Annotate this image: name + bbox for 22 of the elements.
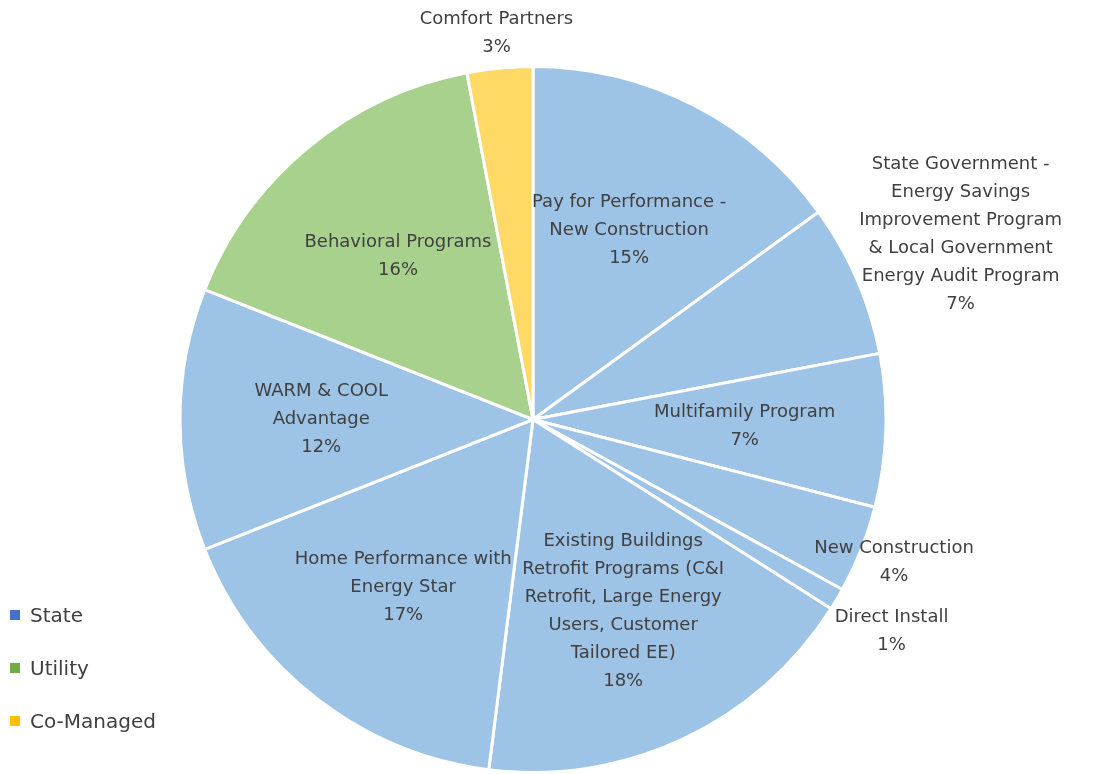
slice-label: WARM & COOL Advantage — [254, 379, 388, 429]
text: Co-Managed — [30, 708, 156, 733]
slice-label: Direct Install — [834, 605, 949, 627]
slice-label: Home Performance with Energy Star — [294, 546, 512, 596]
slice-label: Multifamily Program — [654, 399, 836, 421]
data-label: 3% — [482, 34, 511, 56]
data-label: 18% — [603, 668, 644, 690]
text: Utility — [30, 655, 89, 680]
slice-label: Existing Buildings Retrofit Programs (C&I Retrofit, Large Energy Users, Customer Tailored EE) — [522, 528, 725, 662]
data-label: 7% — [946, 292, 975, 314]
data-label: 1% — [877, 633, 906, 655]
slice-label: State Government - Energy Savings Improvement Program & Local Government Energy Audit Program — [859, 152, 1063, 286]
text: State — [30, 602, 83, 627]
slice-label: New Construction — [814, 536, 974, 558]
data-label: 15% — [609, 246, 650, 268]
slice-label: Comfort Partners — [419, 6, 574, 28]
data-label: 7% — [730, 427, 759, 449]
data-label: 12% — [301, 435, 342, 457]
data-label: 4% — [879, 564, 909, 586]
data-label: 16% — [377, 257, 418, 279]
slice-label: Behavioral Programs — [304, 229, 492, 251]
data-label: 17% — [383, 602, 424, 624]
